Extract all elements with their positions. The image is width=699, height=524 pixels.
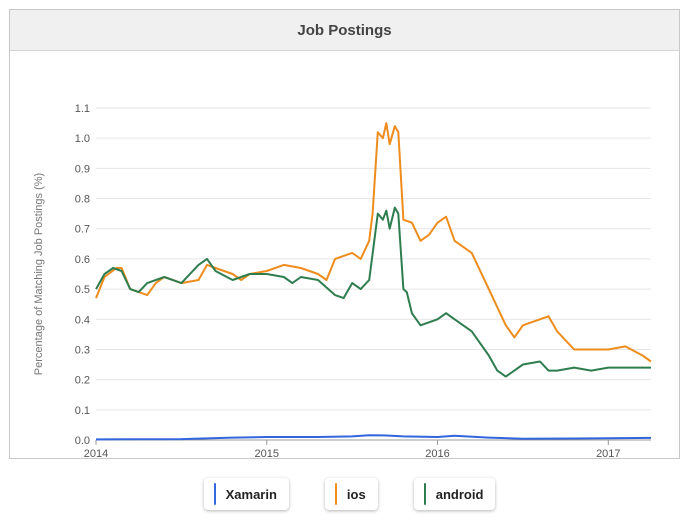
- chart-panel: Job Postings 0.0 0.1 0.2 0.3 0.4 0.5 0.6 0.7 0.8…: [9, 9, 680, 459]
- series-line-android: [96, 208, 651, 377]
- y-tick-label: 1.0: [75, 133, 90, 145]
- legend-label-ios: ios: [347, 487, 366, 502]
- y-tick-label: 0.7: [75, 224, 90, 236]
- y-tick-label: 0.9: [75, 163, 90, 175]
- x-tick-label: 2014: [84, 448, 108, 458]
- y-axis-label: Percentage of Matching Job Postings (%): [33, 173, 45, 375]
- y-tick-label: 0.3: [75, 344, 90, 356]
- legend-item-ios[interactable]: ios: [325, 478, 378, 510]
- chart-title: Job Postings: [10, 10, 679, 51]
- legend-item-xamarin[interactable]: Xamarin: [204, 478, 289, 510]
- line-chart: 0.0 0.1 0.2 0.3 0.4 0.5 0.6 0.7 0.8 0.9 1.0 1.1 2014…: [10, 50, 679, 458]
- y-tick-label: 0.5: [75, 284, 90, 296]
- series-line-xamarin: [96, 435, 651, 439]
- legend-swatch-xamarin: [214, 483, 216, 505]
- legend-label-android: android: [436, 487, 484, 502]
- y-tick-label: 0.8: [75, 194, 90, 206]
- y-tick-label: 0.4: [75, 314, 90, 326]
- y-tick-label: 0.2: [75, 375, 90, 387]
- y-tick-label: 0.0: [75, 435, 90, 447]
- legend-swatch-ios: [335, 483, 337, 505]
- y-tick-label: 0.6: [75, 254, 90, 266]
- x-tick-label: 2015: [255, 448, 279, 458]
- legend-label-xamarin: Xamarin: [226, 487, 277, 502]
- x-tick-label: 2016: [425, 448, 449, 458]
- y-tick-label: 0.1: [75, 405, 90, 417]
- y-tick-label: 1.1: [75, 103, 90, 115]
- legend-swatch-android: [424, 483, 426, 505]
- legend: Xamarin ios android: [0, 478, 699, 510]
- legend-item-android[interactable]: android: [414, 478, 496, 510]
- x-tick-label: 2017: [596, 448, 620, 458]
